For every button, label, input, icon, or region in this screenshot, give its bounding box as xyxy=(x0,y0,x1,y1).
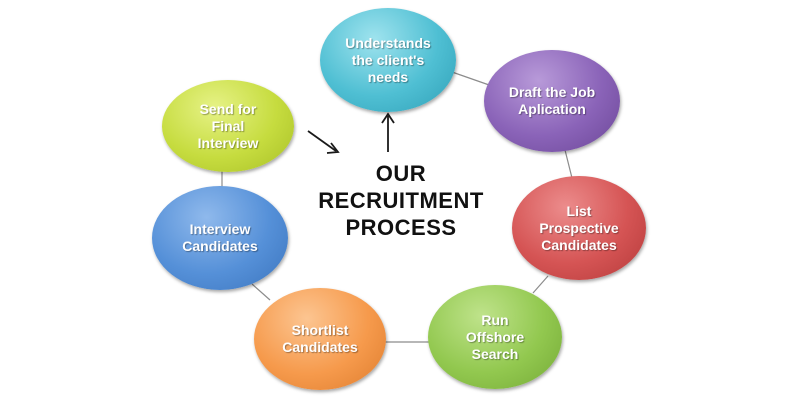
connector-3-4 xyxy=(532,275,549,294)
step-send-for-final-interview: Send for Final Interview xyxy=(162,80,294,172)
arrow-to-title xyxy=(307,130,340,154)
step-label: Draft the Job Aplication xyxy=(508,84,596,117)
step-label: Shortlist Candidates xyxy=(282,322,358,355)
arrow-to-first-step xyxy=(381,112,395,152)
step-label: Run Offshore Search xyxy=(465,311,525,362)
step-shortlist-candidates: Shortlist Candidates xyxy=(254,288,386,390)
step-label: Understands the client's needs xyxy=(345,34,431,85)
step-run-offshore-search: Run Offshore Search xyxy=(428,285,562,389)
step-draft-job-application: Draft the Job Aplication xyxy=(484,50,620,152)
connector-5-6 xyxy=(251,283,271,301)
step-understand-client-needs: Understands the client's needs xyxy=(320,8,456,112)
connector-1-2 xyxy=(451,71,493,87)
step-label: Send for Final Interview xyxy=(197,100,259,151)
step-label: Interview Candidates xyxy=(182,221,258,254)
diagram-title: OUR RECRUITMENT PROCESS xyxy=(276,160,526,241)
connector-2-3 xyxy=(564,149,573,179)
step-label: List Prospective Candidates xyxy=(539,202,619,253)
title-line-1: OUR xyxy=(375,161,427,186)
step-list-prospective-candidates: List Prospective Candidates xyxy=(512,176,646,280)
step-interview-candidates: Interview Candidates xyxy=(152,186,288,290)
title-line-3: PROCESS xyxy=(345,215,457,240)
title-line-2: RECRUITMENT xyxy=(318,188,484,213)
